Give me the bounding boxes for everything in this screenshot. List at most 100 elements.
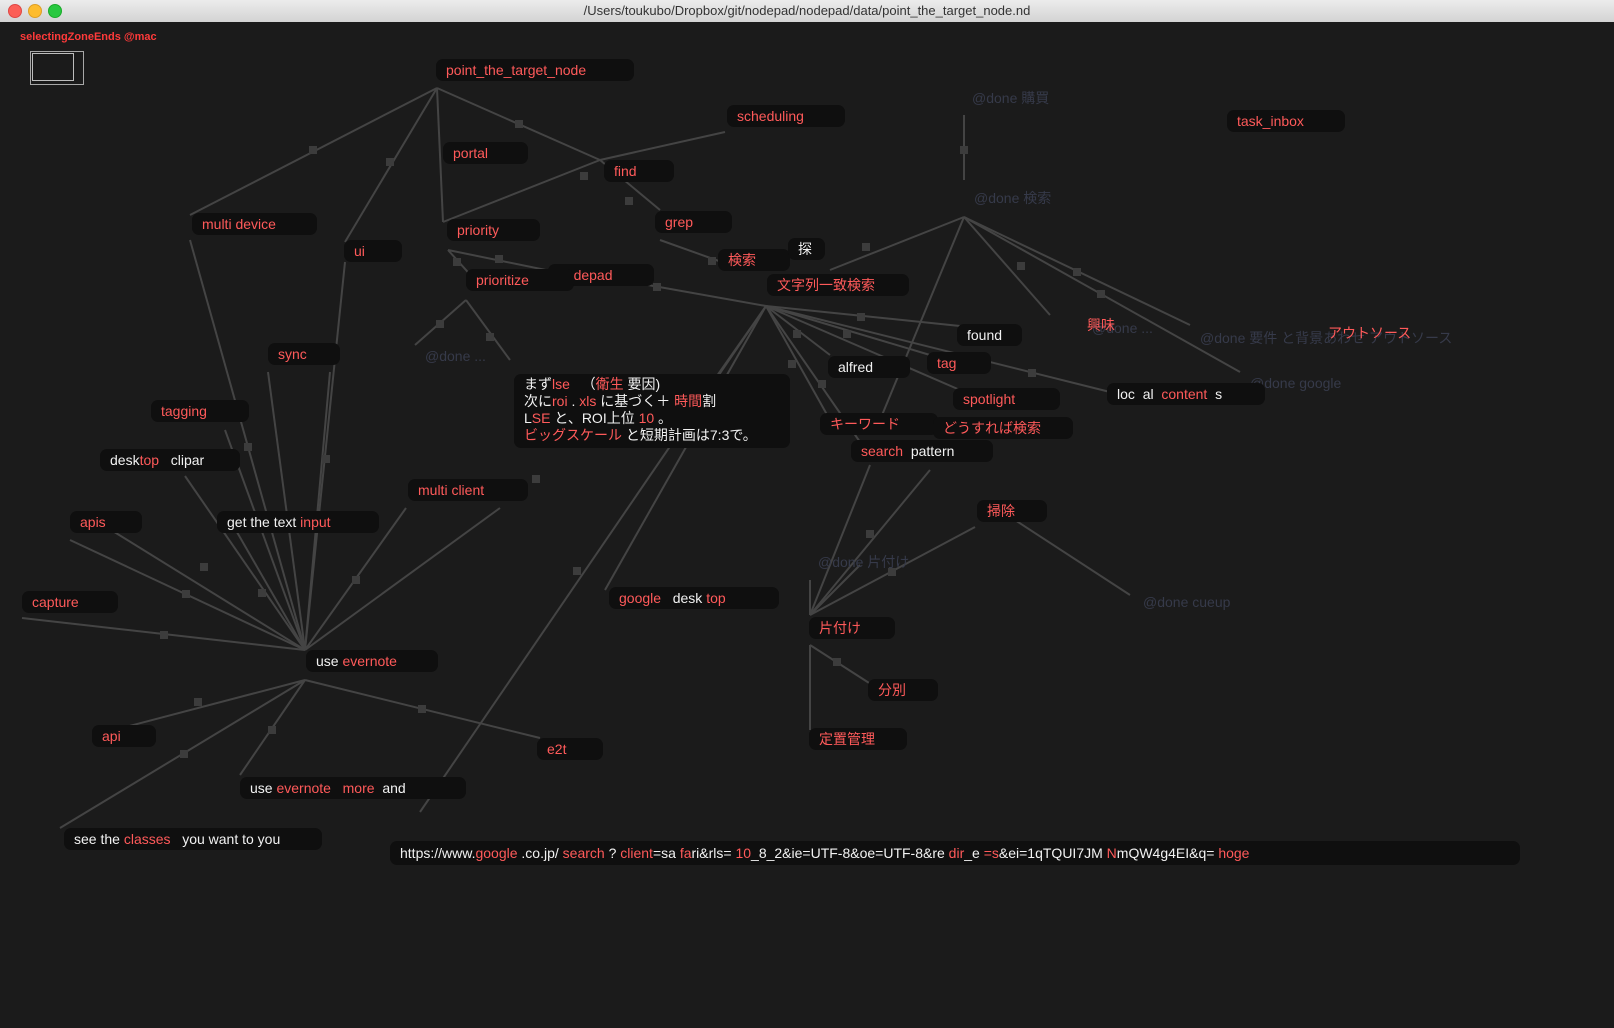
text-part: =s — [983, 845, 999, 861]
minimize-window-button[interactable] — [28, 4, 42, 18]
node-label: 興味 — [1087, 317, 1115, 333]
node-keyword[interactable]: キーワード — [820, 413, 938, 435]
text-part: 衛生 — [595, 376, 624, 392]
done-node[interactable]: @done cueup — [1143, 594, 1231, 610]
node-outsource[interactable]: アウトソース — [1318, 322, 1438, 344]
node-scheduling[interactable]: scheduling — [727, 105, 845, 127]
node-label: 定置管理 — [819, 731, 875, 747]
node-apis[interactable]: apis — [70, 511, 142, 533]
node-kyoumi[interactable]: 興味 — [1077, 314, 1125, 336]
node-point-the-target-node[interactable]: point_the_target_node — [436, 59, 634, 81]
node-label: ui — [354, 243, 365, 259]
node-api[interactable]: api — [92, 725, 156, 747]
node-see-the-classes[interactable]: see the classes you want to you — [64, 828, 322, 850]
node-task-inbox[interactable]: task_inbox — [1227, 110, 1345, 132]
text-part: 割 — [702, 393, 717, 409]
text-part: L — [524, 410, 532, 426]
node-alfred[interactable]: alfred — [828, 356, 910, 378]
node-label-part: desk — [672, 590, 703, 606]
text-part: まず — [524, 376, 552, 392]
zoom-window-button[interactable] — [48, 4, 62, 18]
node-e2t[interactable]: e2t — [537, 738, 603, 760]
done-node[interactable]: @done 検索 — [974, 190, 1052, 206]
text-part: ? — [604, 845, 621, 861]
node-priority[interactable]: priority — [447, 219, 540, 241]
node-label: task_inbox — [1237, 113, 1304, 129]
node-desktop-clipar[interactable]: desktop clipar — [100, 449, 240, 471]
node-portal[interactable]: portal — [443, 142, 528, 164]
text-part: https://www. — [400, 845, 476, 861]
node-teichi-kanri[interactable]: 定置管理 — [809, 728, 907, 750]
text-part: 。 — [654, 410, 673, 426]
node-tag[interactable]: tag — [927, 352, 991, 374]
done-node[interactable]: @done 購買 — [972, 90, 1050, 106]
text-part: _e — [964, 845, 984, 861]
done-node[interactable]: @done 要件 と背景あわせ アウトソース — [1200, 330, 1453, 346]
node-label-part: loc — [1117, 386, 1135, 402]
node-label: tag — [937, 355, 957, 371]
node-label: 検索 — [728, 252, 756, 268]
node-find[interactable]: find — [604, 160, 674, 182]
text-part: . — [567, 393, 580, 409]
text-part: xls — [579, 393, 597, 409]
node-kensaku[interactable]: 検索 — [718, 249, 790, 271]
node-label-part: pattern — [910, 443, 955, 459]
node-priority-plan[interactable]: まずlse （衛生 要因) 次にroi . xls に基づく＋ 時間割 LSE … — [514, 374, 790, 448]
text-part: （ — [581, 376, 596, 392]
done-node[interactable]: @done 片付け — [818, 554, 910, 570]
text-part: 10 — [638, 410, 655, 426]
node-google-desktop[interactable]: google desk top — [609, 587, 779, 609]
node-tagging[interactable]: tagging — [151, 400, 249, 422]
node-label: alfred — [838, 359, 874, 375]
node-label: portal — [453, 145, 489, 161]
node-label: grep — [665, 214, 694, 230]
done-node[interactable]: @done ... — [1092, 320, 1153, 336]
node-mojiretsu-icchi-kensaku[interactable]: 文字列一致検索 — [767, 274, 909, 296]
node-multi-client[interactable]: multi client — [408, 479, 528, 501]
done-node[interactable]: @done google — [1250, 375, 1342, 391]
node-use-evernote[interactable]: use evernote — [306, 650, 438, 672]
text-part: ビッグスケール — [524, 427, 622, 443]
selection-zone-indicator — [30, 51, 84, 85]
close-window-button[interactable] — [8, 4, 22, 18]
done-node[interactable]: @done ... — [425, 348, 486, 364]
node-dousureba-kensaku[interactable]: どうすれば検索 — [933, 417, 1073, 439]
node-label: アウトソース — [1328, 325, 1412, 341]
text-part: client — [620, 845, 653, 861]
node-label-part: see the — [74, 831, 120, 847]
node-bunbetsu[interactable]: 分別 — [868, 679, 938, 701]
node-prioritize[interactable]: prioritize — [466, 269, 574, 291]
node-search-pattern[interactable]: search pattern — [851, 440, 993, 462]
text-part: 10 — [735, 845, 752, 861]
node-label-part: s — [1215, 386, 1223, 402]
node-capture[interactable]: capture — [22, 591, 118, 613]
node-katazuke[interactable]: 片付け — [809, 617, 895, 639]
node-label-part: google — [619, 590, 662, 606]
node-label-part: use — [250, 780, 273, 796]
node-label: 分別 — [878, 682, 906, 698]
node-get-the-text-input[interactable]: get the text input — [217, 511, 379, 533]
window-titlebar: /Users/toukubo/Dropbox/git/nodepad/nodep… — [0, 0, 1614, 23]
node-souji[interactable]: 掃除 — [977, 500, 1047, 522]
node-line: LSE と、ROI上位 10 。 — [524, 410, 780, 427]
node-multi-device[interactable]: multi device — [192, 213, 317, 235]
node-ui[interactable]: ui — [344, 240, 402, 262]
node-sagasu[interactable]: 探 — [788, 238, 825, 260]
node-sync[interactable]: sync — [268, 343, 340, 365]
text-part: に基づく＋ — [596, 393, 675, 409]
node-found[interactable]: found — [957, 324, 1022, 346]
node-local-contents[interactable]: loc al content s — [1107, 383, 1265, 405]
node-label: apis — [80, 514, 106, 530]
node-label-part: more — [342, 780, 375, 796]
node-google-search-url[interactable]: https://www.google .co.jp/ search ? clie… — [390, 841, 1520, 865]
node-label: 探 — [798, 241, 812, 257]
node-spotlight[interactable]: spotlight — [953, 388, 1060, 410]
node-label-part: get the text — [227, 514, 297, 530]
node-label: sync — [278, 346, 307, 362]
node-label: multi client — [418, 482, 485, 498]
text-part: 時間 — [674, 393, 703, 409]
text-part: fa — [679, 845, 692, 861]
node-use-evernote-more[interactable]: use evernote more and — [240, 777, 466, 799]
node-label-part: classes — [123, 831, 171, 847]
node-grep[interactable]: grep — [655, 211, 732, 233]
